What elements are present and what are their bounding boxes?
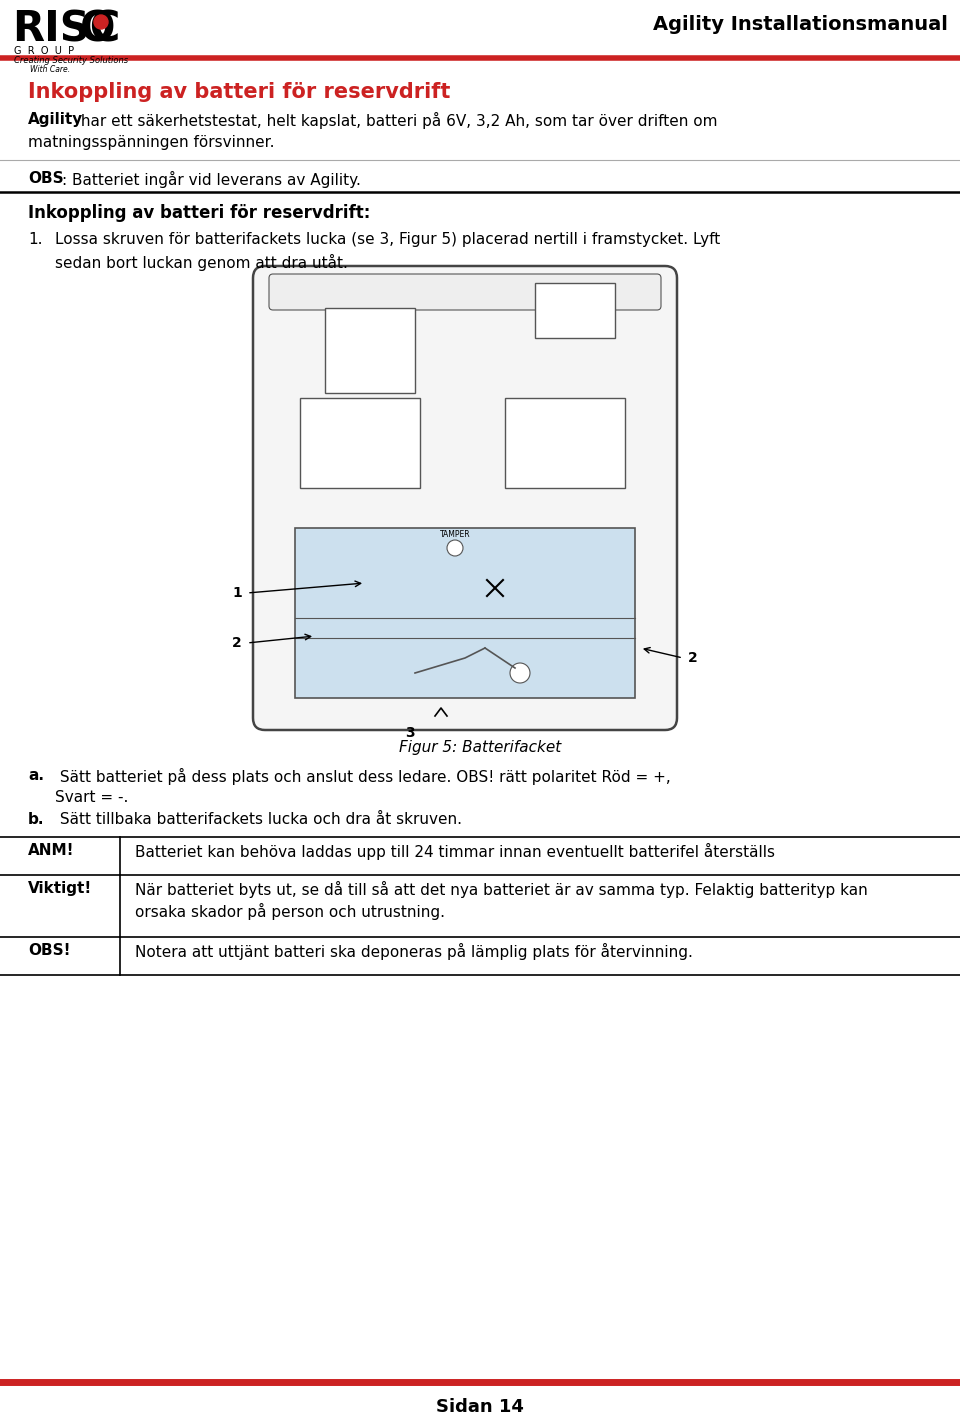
Text: b.: b.	[28, 812, 44, 827]
Text: 2: 2	[688, 650, 698, 665]
Text: Inkoppling av batteri för reservdrift:: Inkoppling av batteri för reservdrift:	[28, 204, 371, 222]
Text: a.: a.	[28, 768, 44, 783]
Text: Sidan 14: Sidan 14	[436, 1398, 524, 1414]
Text: ANM!: ANM!	[28, 843, 75, 858]
Text: Inkoppling av batteri för reservdrift: Inkoppling av batteri för reservdrift	[28, 82, 450, 102]
Text: Svart = -.: Svart = -.	[55, 790, 129, 805]
Text: 1.: 1.	[28, 232, 42, 247]
Text: OBS!: OBS!	[28, 943, 70, 959]
Bar	[325, 308, 415, 393]
Text: Notera att uttjänt batteri ska deponeras på lämplig plats för återvinning.: Notera att uttjänt batteri ska deponeras…	[135, 943, 693, 960]
FancyBboxPatch shape	[253, 266, 677, 730]
Circle shape	[447, 540, 463, 556]
Circle shape	[94, 16, 108, 30]
Text: O: O	[80, 8, 115, 49]
Text: RISC: RISC	[12, 8, 120, 49]
Text: sedan bort luckan genom att dra utåt.: sedan bort luckan genom att dra utåt.	[55, 255, 348, 271]
Text: Batteriet kan behöva laddas upp till 24 timmar innan eventuellt batterifel åters: Batteriet kan behöva laddas upp till 24 …	[135, 843, 775, 860]
Text: Agility: Agility	[28, 112, 84, 127]
Circle shape	[510, 663, 530, 683]
Text: 2: 2	[232, 636, 242, 650]
Bar	[535, 283, 615, 338]
Text: Sätt batteriet på dess plats och anslut dess ledare. OBS! rätt polaritet Röd = +: Sätt batteriet på dess plats och anslut …	[55, 768, 671, 785]
Text: orsaka skador på person och utrustning.: orsaka skador på person och utrustning.	[135, 904, 445, 921]
Text: Viktigt!: Viktigt!	[28, 881, 92, 896]
Bar	[505, 397, 625, 488]
Bar	[300, 397, 420, 488]
Bar	[295, 527, 635, 699]
Text: Agility Installationsmanual: Agility Installationsmanual	[653, 16, 948, 34]
Text: Lossa skruven för batterifackets lucka (se 3, Figur 5) placerad nertill i framst: Lossa skruven för batterifackets lucka (…	[55, 232, 720, 247]
Text: 3: 3	[405, 725, 415, 740]
Text: När batteriet byts ut, se då till så att det nya batteriet är av samma typ. Fela: När batteriet byts ut, se då till så att…	[135, 881, 868, 898]
Text: har ett säkerhetstestat, helt kapslat, batteri på 6V, 3,2 Ah, som tar över drift: har ett säkerhetstestat, helt kapslat, b…	[76, 112, 717, 129]
Text: TAMPER: TAMPER	[440, 530, 470, 539]
Text: Sätt tillbaka batterifackets lucka och dra åt skruven.: Sätt tillbaka batterifackets lucka och d…	[55, 812, 462, 827]
Text: Creating Security Solutions: Creating Security Solutions	[14, 57, 128, 65]
Text: Figur 5: Batterifacket: Figur 5: Batterifacket	[398, 740, 562, 755]
Text: G  R  O  U  P: G R O U P	[14, 47, 74, 57]
Text: With Care.: With Care.	[30, 65, 70, 74]
Text: OBS: OBS	[28, 171, 63, 187]
Text: matningsspänningen försvinner.: matningsspänningen försvinner.	[28, 134, 275, 150]
Text: : Batteriet ingår vid leverans av Agility.: : Batteriet ingår vid leverans av Agilit…	[62, 171, 361, 188]
Text: 1: 1	[232, 585, 242, 600]
FancyBboxPatch shape	[269, 274, 661, 310]
